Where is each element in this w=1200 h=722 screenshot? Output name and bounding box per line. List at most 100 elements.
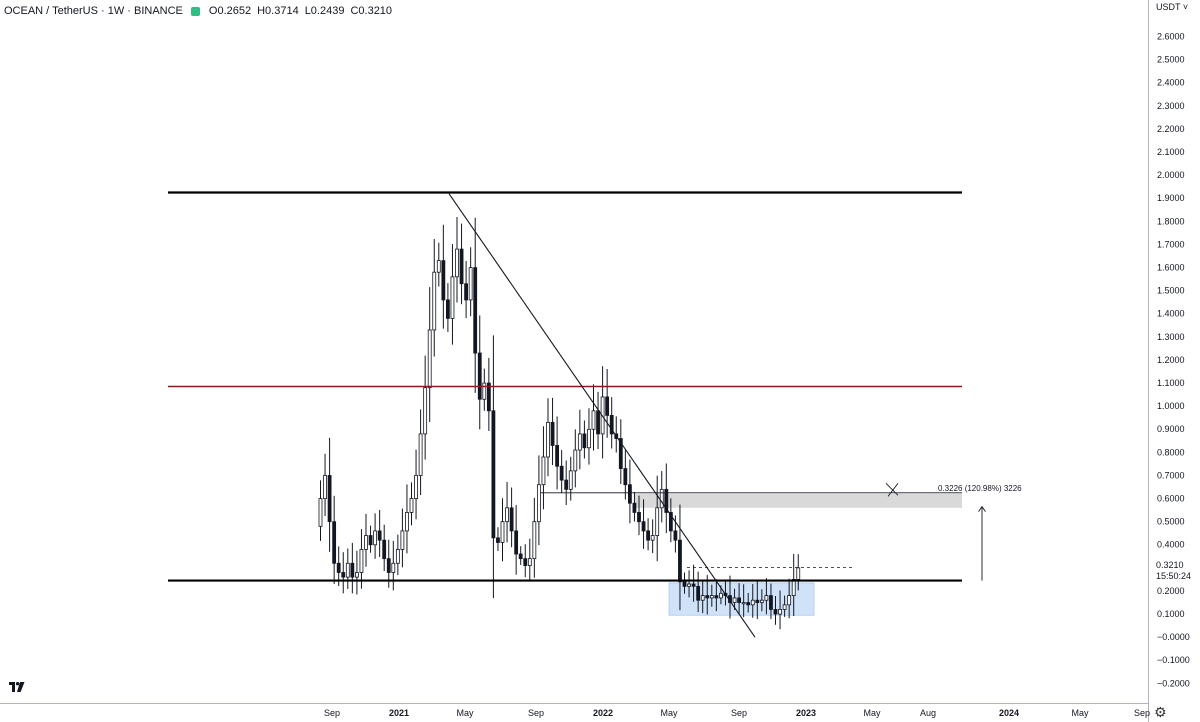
candles-layer bbox=[318, 216, 801, 630]
bar-countdown: 15:50:24 bbox=[1156, 571, 1192, 581]
bearish-candle bbox=[491, 410, 496, 539]
bullish-candle bbox=[432, 271, 437, 331]
ohlc-low: L0.2439 bbox=[304, 5, 345, 17]
price-tick-label: 1.8000 bbox=[1157, 216, 1185, 226]
bearish-candle bbox=[646, 530, 650, 541]
time-axis-label: May bbox=[660, 708, 678, 718]
bearish-candle bbox=[682, 581, 687, 587]
bearish-candle bbox=[637, 512, 641, 523]
bearish-candle bbox=[382, 539, 387, 560]
bullish-candle bbox=[573, 449, 578, 472]
bearish-candle bbox=[737, 597, 741, 603]
time-axis-label: Aug bbox=[920, 708, 936, 718]
bearish-candle bbox=[714, 595, 719, 599]
ohlc-open: O0.2652 bbox=[208, 5, 252, 17]
market-status-icon bbox=[190, 6, 200, 16]
bullish-candle bbox=[537, 484, 541, 523]
bearish-candle bbox=[327, 475, 332, 523]
bearish-candle bbox=[473, 267, 478, 354]
bullish-candle bbox=[732, 597, 737, 603]
time-axis-label: 2022 bbox=[593, 708, 613, 718]
bullish-candle bbox=[405, 512, 409, 532]
bullish-candle bbox=[687, 583, 691, 587]
bearish-candle bbox=[755, 599, 760, 603]
time-axis-label: 2023 bbox=[796, 708, 816, 718]
bearish-candle bbox=[641, 521, 646, 532]
bearish-candle bbox=[673, 530, 678, 541]
time-axis-label: Sep bbox=[731, 708, 747, 718]
bullish-candle bbox=[455, 248, 459, 278]
price-tick-label: 2.4000 bbox=[1157, 78, 1185, 88]
bullish-candle bbox=[400, 530, 405, 550]
bearish-candle bbox=[769, 595, 773, 610]
bearish-candle bbox=[523, 558, 528, 566]
time-axis-label: Sep bbox=[324, 708, 340, 718]
price-tick-label: 1.5000 bbox=[1157, 286, 1185, 296]
bullish-candle bbox=[395, 549, 400, 564]
price-tick-label: −0.1000 bbox=[1157, 655, 1190, 665]
price-tick-label: 2.6000 bbox=[1157, 32, 1185, 42]
bullish-candle bbox=[505, 507, 509, 523]
bearish-candle bbox=[628, 484, 632, 504]
bullish-candle bbox=[700, 595, 705, 601]
bullish-candle bbox=[532, 521, 537, 560]
bearish-candle bbox=[336, 562, 341, 573]
bearish-candle bbox=[564, 479, 569, 490]
price-tick-label: 0.1000 bbox=[1157, 609, 1185, 619]
currency-selector[interactable]: USDT ˅ bbox=[1156, 2, 1188, 12]
bullish-candle bbox=[787, 595, 792, 606]
bullish-candle bbox=[527, 558, 532, 566]
price-tick-label: 1.0000 bbox=[1157, 401, 1185, 411]
chevron-down-icon: ˅ bbox=[1182, 2, 1189, 12]
bearish-candle bbox=[477, 352, 482, 400]
bullish-candle bbox=[577, 433, 582, 451]
bullish-candle bbox=[364, 535, 368, 550]
bullish-candle bbox=[482, 382, 487, 400]
price-tick-label: 1.7000 bbox=[1157, 239, 1185, 249]
drawings-layer bbox=[168, 191, 986, 638]
bearish-candle bbox=[691, 583, 696, 587]
symbol-title[interactable]: OCEAN / TetherUS · 1W · BINANCE bbox=[4, 5, 183, 17]
bullish-candle bbox=[587, 428, 591, 449]
bullish-candle bbox=[318, 498, 323, 527]
chart-header: OCEAN / TetherUS · 1W · BINANCE O0.2652 … bbox=[0, 0, 1148, 22]
bearish-candle bbox=[486, 382, 491, 412]
price-tick-label: 1.9000 bbox=[1157, 193, 1185, 203]
bullish-candle bbox=[782, 604, 787, 610]
bullish-candle bbox=[791, 579, 796, 596]
last-price-label: 0.3210 bbox=[1156, 560, 1184, 570]
time-axis-label: Sep bbox=[528, 708, 544, 718]
price-tick-label: −0.0000 bbox=[1157, 632, 1190, 642]
bearish-candle bbox=[514, 530, 519, 555]
bullish-candle bbox=[650, 535, 655, 541]
bullish-candle bbox=[709, 595, 714, 599]
price-tick-label: 2.3000 bbox=[1157, 101, 1185, 111]
time-axis-label: 2024 bbox=[999, 708, 1019, 718]
bullish-candle bbox=[373, 530, 378, 546]
bearish-candle bbox=[609, 415, 614, 435]
bearish-candle bbox=[773, 609, 778, 615]
trendline bbox=[448, 193, 756, 638]
supply-zone bbox=[634, 493, 962, 508]
price-tick-label: 2.0000 bbox=[1157, 170, 1185, 180]
bearish-candle bbox=[445, 299, 450, 319]
price-tick-label: 1.4000 bbox=[1157, 309, 1185, 319]
bearish-candle bbox=[518, 553, 523, 560]
bullish-candle bbox=[427, 329, 432, 389]
bullish-candle bbox=[796, 567, 801, 580]
price-tick-label: 1.6000 bbox=[1157, 263, 1185, 273]
gear-icon[interactable]: ⚙ bbox=[1154, 704, 1167, 720]
bullish-candle bbox=[759, 599, 764, 603]
bearish-candle bbox=[705, 595, 710, 599]
price-tick-label: 2.1000 bbox=[1157, 147, 1185, 157]
time-axis-label: May bbox=[1071, 708, 1089, 718]
tradingview-logo[interactable] bbox=[9, 681, 25, 693]
bearish-candle bbox=[509, 507, 514, 532]
bullish-candle bbox=[741, 602, 746, 605]
bullish-candle bbox=[450, 276, 455, 319]
bullish-candle bbox=[418, 433, 423, 476]
bearish-candle bbox=[618, 438, 623, 469]
price-tick-label: 0.7000 bbox=[1157, 470, 1185, 480]
